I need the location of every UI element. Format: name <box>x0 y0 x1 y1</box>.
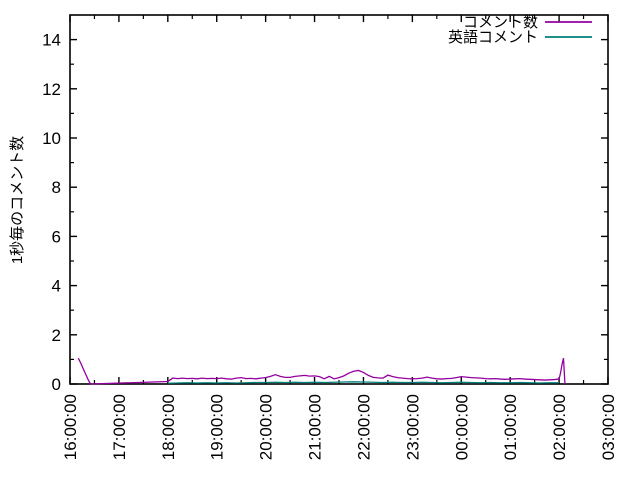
series-line-0 <box>77 357 566 385</box>
y-axis-title-group: 1秒毎のコメント数 <box>9 136 26 264</box>
x-tick-label: 17:00:00 <box>110 394 129 460</box>
y-axis-ticks: 0 2 4 6 8 10 12 14 <box>42 31 608 394</box>
x-tick-label: 16:00:00 <box>61 394 80 460</box>
plot-area-border <box>69 14 609 385</box>
x-tick-label: 21:00:00 <box>306 394 325 460</box>
x-tick-label: 18:00:00 <box>159 394 178 460</box>
plot-frame <box>69 14 609 385</box>
x-tick-label: 23:00:00 <box>403 394 422 460</box>
y-tick-label: 4 <box>52 277 61 296</box>
x-tick-label: 20:00:00 <box>257 394 276 460</box>
y-tick-label: 0 <box>52 375 61 394</box>
x-tick-label: 03:00:00 <box>599 394 618 460</box>
x-axis-ticks: 16:00:00 17:00:00 18:00:00 19:00:00 20:00:00… <box>61 15 618 460</box>
y-tick-label: 12 <box>42 80 61 99</box>
x-tick-label: 00:00:00 <box>452 394 471 460</box>
x-tick-label: 02:00:00 <box>550 394 569 460</box>
y-tick-label: 8 <box>52 178 61 197</box>
legend-label-1: 英語コメント <box>448 28 538 46</box>
y-axis-title: 1秒毎のコメント数 <box>9 136 26 264</box>
y-tick-label: 10 <box>42 129 61 148</box>
data-series-group <box>77 357 566 385</box>
x-tick-label: 01:00:00 <box>501 394 520 460</box>
y-tick-label: 6 <box>52 227 61 246</box>
minor-axis-ticks <box>70 15 608 384</box>
x-tick-label: 19:00:00 <box>208 394 227 460</box>
series-line-1 <box>167 381 560 384</box>
legend-label-0: コメント数 <box>463 14 538 31</box>
y-tick-label: 2 <box>52 326 61 345</box>
y-tick-label: 14 <box>42 31 61 50</box>
x-tick-label: 22:00:00 <box>354 394 373 460</box>
